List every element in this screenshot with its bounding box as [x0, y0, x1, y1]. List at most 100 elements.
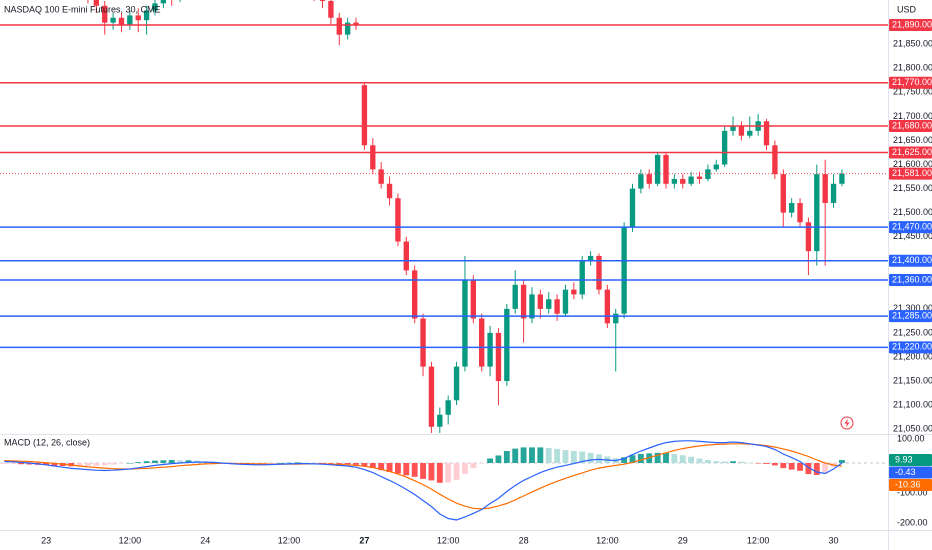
candle-body: [554, 299, 560, 314]
x-tick-label: 12:00: [596, 535, 619, 545]
x-tick-label: 23: [41, 535, 51, 545]
candle-body: [520, 284, 527, 319]
level-label-box: [889, 221, 932, 234]
macd-histogram-bar: [704, 460, 711, 463]
candle-body: [487, 332, 493, 367]
candle-body: [797, 203, 803, 223]
level-label: 21,625.00: [892, 147, 932, 157]
x-tick-label: 12:00: [747, 535, 770, 545]
macd-histogram-bar: [579, 451, 586, 463]
candle-body: [353, 22, 359, 26]
price-pane: [0, 0, 888, 433]
candle-body: [537, 294, 544, 309]
macd-y-tick-label: -200.00: [897, 517, 928, 527]
macd-histogram-bar: [629, 455, 636, 463]
candle-body: [512, 284, 518, 309]
macd-histogram-bar: [394, 463, 401, 474]
macd-histogram-bar: [529, 447, 535, 463]
macd-histogram-bar: [93, 463, 100, 466]
candle-body: [638, 174, 644, 189]
level-label-box: [889, 146, 932, 159]
currency-label: USD: [897, 4, 917, 14]
candle-body: [579, 260, 585, 295]
alert-icon[interactable]: [840, 416, 854, 430]
level-label: 21,285.00: [892, 310, 932, 320]
candle-body: [546, 299, 552, 309]
macd-histogram-bar: [353, 463, 359, 465]
macd-histogram-bar: [462, 463, 468, 474]
y-tick-label: 21,500.00: [893, 207, 932, 217]
macd-histogram-bar: [654, 452, 661, 463]
level-label-box: [889, 310, 932, 323]
candle-body: [160, 0, 167, 4]
macd-histogram-bar: [26, 463, 33, 465]
candle-body: [361, 85, 368, 146]
candle-body: [713, 164, 719, 170]
candle-body: [428, 366, 435, 427]
macd-histogram-bar: [110, 463, 117, 465]
macd-histogram-bar: [168, 460, 175, 463]
macd-histogram-bar: [696, 458, 703, 463]
macd-histogram-bar: [445, 463, 452, 483]
macd-histogram-bar: [428, 463, 435, 481]
x-tick-label: 12:00: [278, 535, 301, 545]
x-tick-label: 12:00: [437, 535, 460, 545]
macd-value-label: -0.43: [895, 467, 916, 477]
macd-histogram-bar: [51, 463, 58, 466]
macd-histogram-bar: [478, 463, 485, 464]
macd-histogram-bar: [679, 455, 686, 463]
candle-body: [587, 255, 594, 261]
macd-histogram-bar: [637, 454, 644, 463]
candle-body: [152, 3, 158, 11]
macd-histogram-bar: [838, 460, 845, 463]
macd-histogram-bar: [1, 463, 8, 464]
candle-body: [370, 145, 376, 170]
macd-histogram-bar: [76, 463, 83, 466]
candle-body: [788, 203, 795, 213]
macd-histogram-bar: [18, 463, 24, 465]
candle-body: [378, 169, 384, 184]
macd-histogram-bar: [319, 463, 326, 464]
macd-histogram-bar: [688, 456, 695, 463]
x-tick-label: 29: [678, 535, 688, 545]
macd-histogram-bar: [797, 463, 803, 471]
macd-histogram-bar: [143, 461, 150, 463]
candle-body: [839, 173, 845, 184]
x-tick-label: 12:00: [119, 535, 142, 545]
candle-body: [747, 130, 753, 136]
candle-body: [395, 198, 401, 242]
candle-body: [529, 294, 535, 319]
candle-body: [118, 17, 125, 26]
candle-body: [814, 174, 820, 252]
macd-histogram-bar: [277, 463, 284, 464]
macd-value-label: 9.93: [895, 454, 913, 464]
macd-histogram-bar: [713, 461, 720, 463]
macd-histogram-bar: [436, 463, 443, 483]
macd-histogram-bar: [671, 454, 678, 463]
macd-y-tick-label: 100.00: [897, 433, 925, 443]
macd-value-label: -10.36: [895, 479, 921, 489]
x-tick-label: 24: [200, 535, 210, 545]
macd-histogram-bar: [805, 463, 812, 475]
y-tick-label: 21,250.00: [893, 327, 932, 337]
alert-bolt[interactable]: [844, 418, 850, 428]
level-label-box: [889, 274, 932, 287]
macd-histogram-bar: [596, 454, 602, 463]
x-tick-label: 27: [359, 535, 369, 545]
candle-body: [654, 154, 661, 184]
candle-body: [344, 22, 351, 35]
level-label: 21,680.00: [892, 120, 932, 130]
level-label-box: [889, 19, 932, 32]
macd-value-box: [889, 466, 932, 479]
macd-histogram-bar: [755, 463, 762, 464]
candle-body: [613, 313, 619, 324]
candle-body: [495, 332, 502, 382]
candle-body: [110, 17, 116, 23]
macd-histogram-bar: [185, 460, 192, 463]
macd-histogram-bar: [152, 460, 158, 463]
y-tick-label: 21,300.00: [893, 303, 932, 313]
candle-body: [763, 121, 770, 146]
macd-histogram-bar: [503, 451, 510, 463]
macd-histogram-bar: [738, 461, 745, 463]
